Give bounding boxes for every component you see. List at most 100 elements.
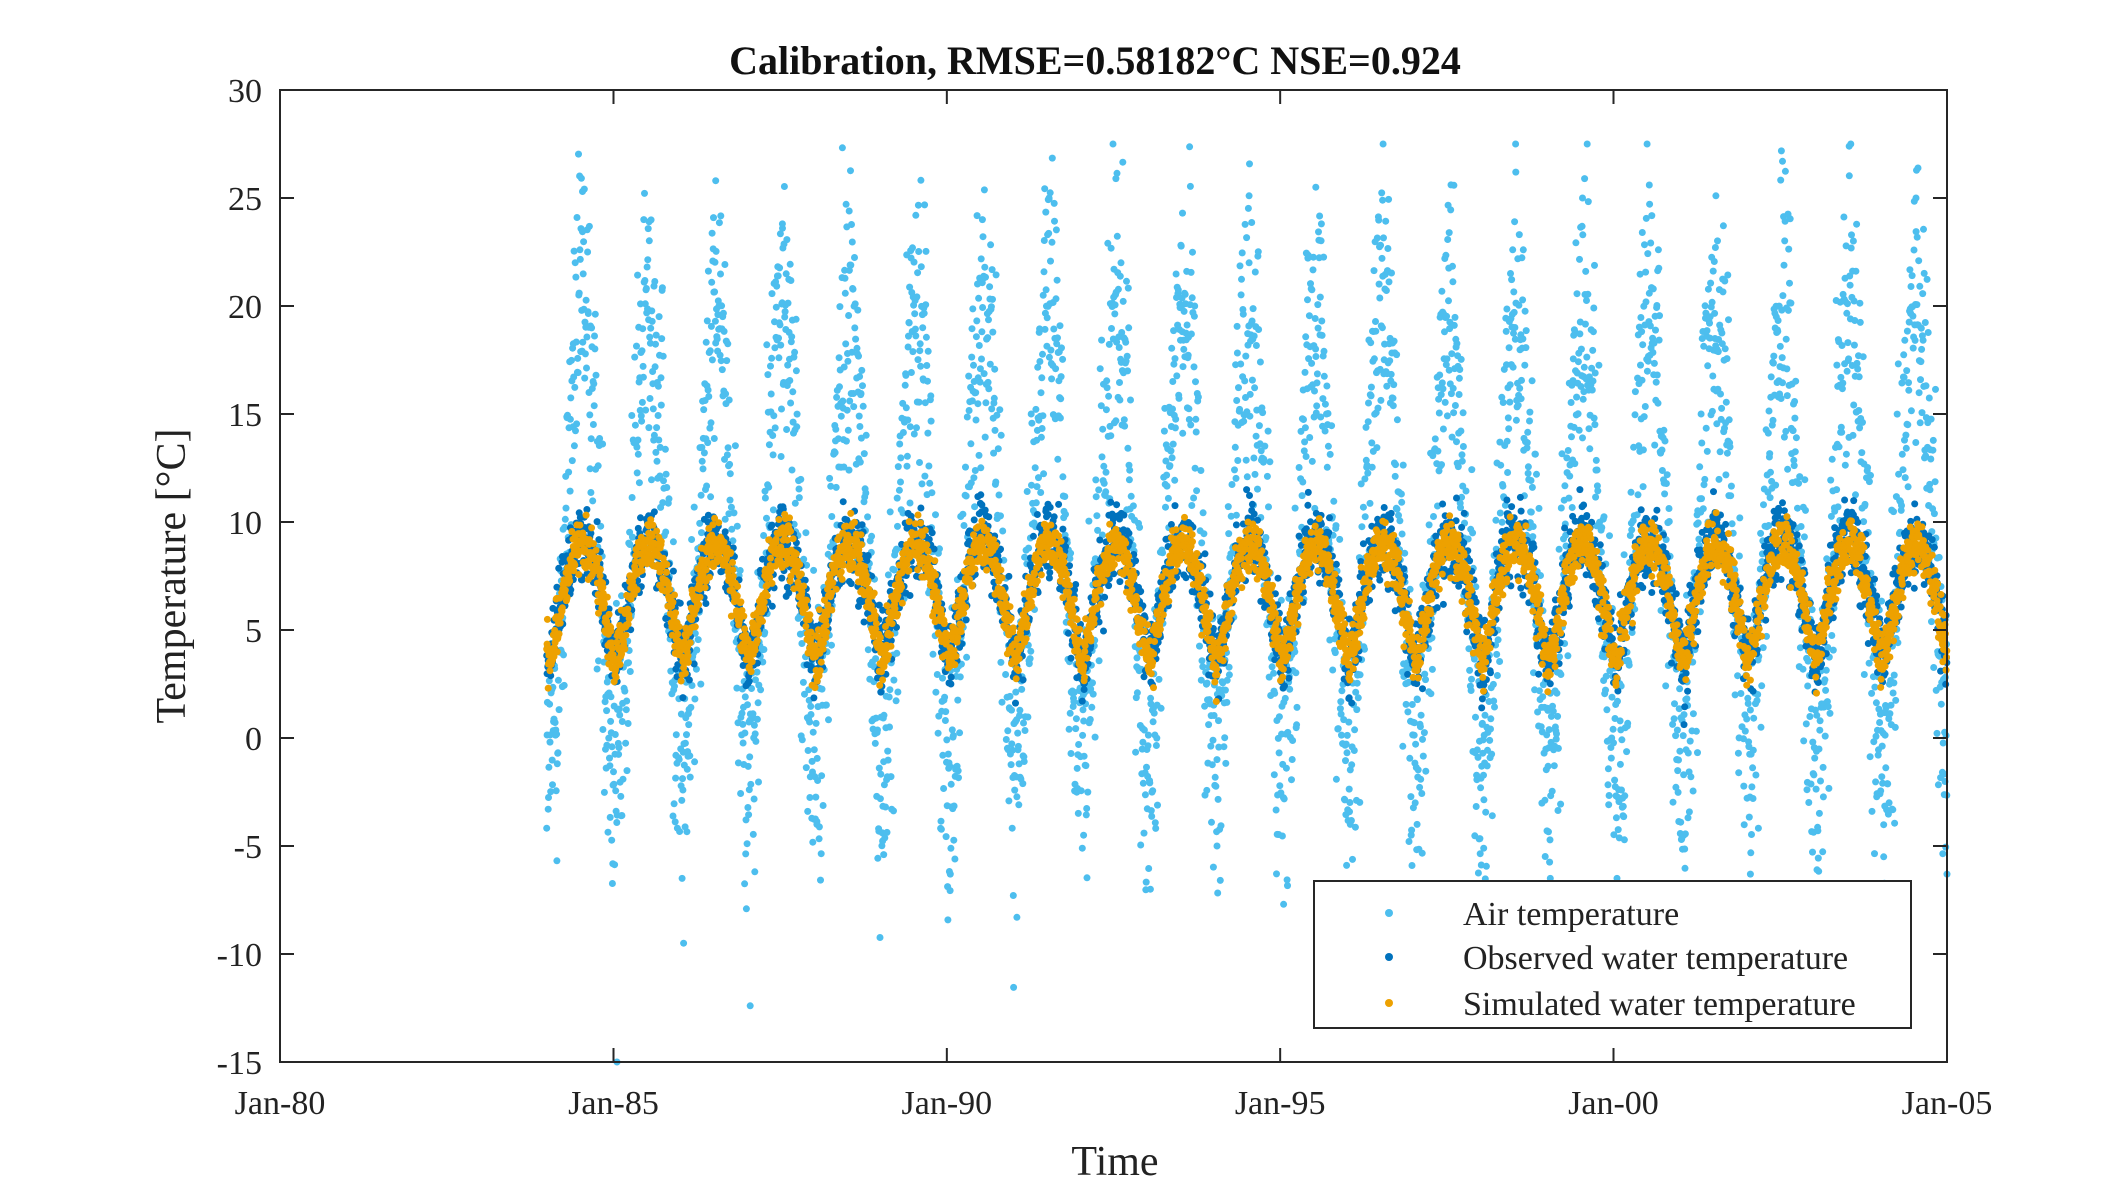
air-temperature-point: [939, 751, 947, 759]
air-temperature-point: [1239, 310, 1247, 318]
air-temperature-point: [804, 747, 812, 754]
air-temperature-point: [1163, 482, 1171, 490]
air-temperature-point: [1920, 225, 1927, 233]
air-temperature-point: [1379, 140, 1387, 148]
air-temperature-point: [780, 183, 788, 190]
air-temperature-point: [1142, 878, 1150, 886]
air-temperature-point: [1070, 698, 1078, 706]
air-temperature-point: [767, 390, 775, 398]
air-temperature-point: [1119, 297, 1127, 305]
air-temperature-point: [1487, 725, 1494, 733]
air-temperature-point: [1304, 296, 1311, 304]
air-temperature-point: [1584, 198, 1592, 206]
observed-water-temperature-point: [676, 599, 684, 607]
air-temperature-point: [1321, 427, 1329, 435]
air-temperature-point: [1511, 218, 1519, 226]
air-temperature-point: [1781, 237, 1789, 245]
air-temperature-point: [1066, 555, 1074, 562]
air-temperature-point: [739, 739, 747, 747]
air-temperature-point: [836, 383, 843, 391]
air-temperature-point: [1641, 403, 1649, 410]
air-temperature-point: [1656, 312, 1663, 320]
air-temperature-point: [1804, 682, 1812, 690]
air-temperature-point: [570, 442, 578, 450]
air-temperature-point: [915, 248, 923, 255]
air-temperature-point: [629, 533, 636, 541]
air-temperature-point: [1288, 776, 1295, 784]
air-temperature-point: [1731, 691, 1739, 699]
air-temperature-point: [1012, 688, 1020, 696]
air-temperature-point: [1103, 377, 1111, 385]
air-temperature-point: [987, 303, 995, 311]
air-temperature-point: [1482, 862, 1490, 870]
air-temperature-point: [1655, 264, 1663, 272]
air-temperature-point: [1676, 747, 1684, 755]
air-temperature-point: [1300, 416, 1307, 423]
air-temperature-point: [1819, 793, 1827, 801]
air-temperature-point: [1172, 415, 1180, 423]
air-temperature-point: [1486, 736, 1494, 744]
air-temperature-point: [817, 850, 825, 858]
air-temperature-point: [1581, 175, 1589, 183]
air-temperature-point: [1144, 731, 1152, 739]
air-temperature-point: [1095, 486, 1103, 494]
air-temperature-point: [1065, 725, 1073, 733]
air-temperature-point: [1846, 281, 1854, 289]
air-temperature-point: [1380, 234, 1387, 242]
air-temperature-point: [914, 356, 922, 364]
air-temperature-point: [987, 241, 995, 249]
air-temperature-point: [1457, 427, 1465, 435]
air-temperature-point: [1686, 737, 1694, 745]
air-temperature-point: [997, 658, 1005, 666]
air-temperature-point: [1503, 437, 1511, 445]
air-temperature-point: [1316, 293, 1324, 301]
air-temperature-point: [1389, 402, 1397, 410]
air-temperature-point: [1515, 231, 1523, 239]
observed-water-temperature-point: [702, 600, 710, 607]
air-temperature-point: [610, 768, 617, 776]
air-temperature-point: [845, 312, 853, 319]
air-temperature-point: [1915, 389, 1923, 397]
air-temperature-point: [618, 592, 625, 600]
air-temperature-point: [1038, 374, 1046, 382]
air-temperature-point: [1102, 488, 1110, 496]
air-temperature-point: [741, 880, 749, 888]
air-temperature-point: [934, 729, 942, 737]
air-temperature-point: [717, 357, 725, 365]
air-temperature-point: [840, 463, 848, 471]
air-temperature-point: [1523, 439, 1531, 447]
air-temperature-point: [1282, 764, 1290, 772]
air-temperature-point: [1097, 402, 1105, 410]
air-temperature-point: [567, 394, 575, 402]
air-temperature-point: [1717, 390, 1724, 398]
air-temperature-point: [942, 833, 950, 841]
air-temperature-point: [1876, 719, 1884, 726]
air-temperature-point: [1684, 749, 1692, 757]
air-temperature-point: [1312, 345, 1320, 353]
air-temperature-point: [1749, 795, 1757, 802]
air-temperature-point: [622, 739, 630, 747]
air-temperature-point: [1169, 405, 1176, 413]
air-temperature-point: [985, 316, 992, 324]
air-temperature-point: [752, 676, 759, 684]
air-temperature-point: [1168, 454, 1176, 462]
air-temperature-point: [1378, 254, 1386, 262]
air-temperature-point: [1162, 503, 1169, 511]
air-temperature-point: [721, 515, 729, 523]
air-temperature-point: [1455, 391, 1463, 398]
air-temperature-point: [815, 835, 823, 843]
air-temperature-point: [789, 418, 797, 426]
air-temperature-point: [990, 394, 998, 402]
air-temperature-point: [1050, 199, 1058, 207]
air-temperature-point: [1351, 726, 1359, 734]
air-temperature-point: [694, 636, 702, 644]
air-temperature-point: [1418, 849, 1426, 857]
air-temperature-point: [562, 504, 570, 512]
air-temperature-point: [1927, 455, 1935, 463]
air-temperature-point: [1234, 457, 1242, 464]
air-temperature-point: [1849, 237, 1857, 245]
air-temperature-point: [1393, 505, 1401, 513]
air-temperature-point: [547, 788, 555, 796]
air-temperature-point: [1422, 676, 1429, 684]
air-temperature-point: [792, 367, 800, 375]
